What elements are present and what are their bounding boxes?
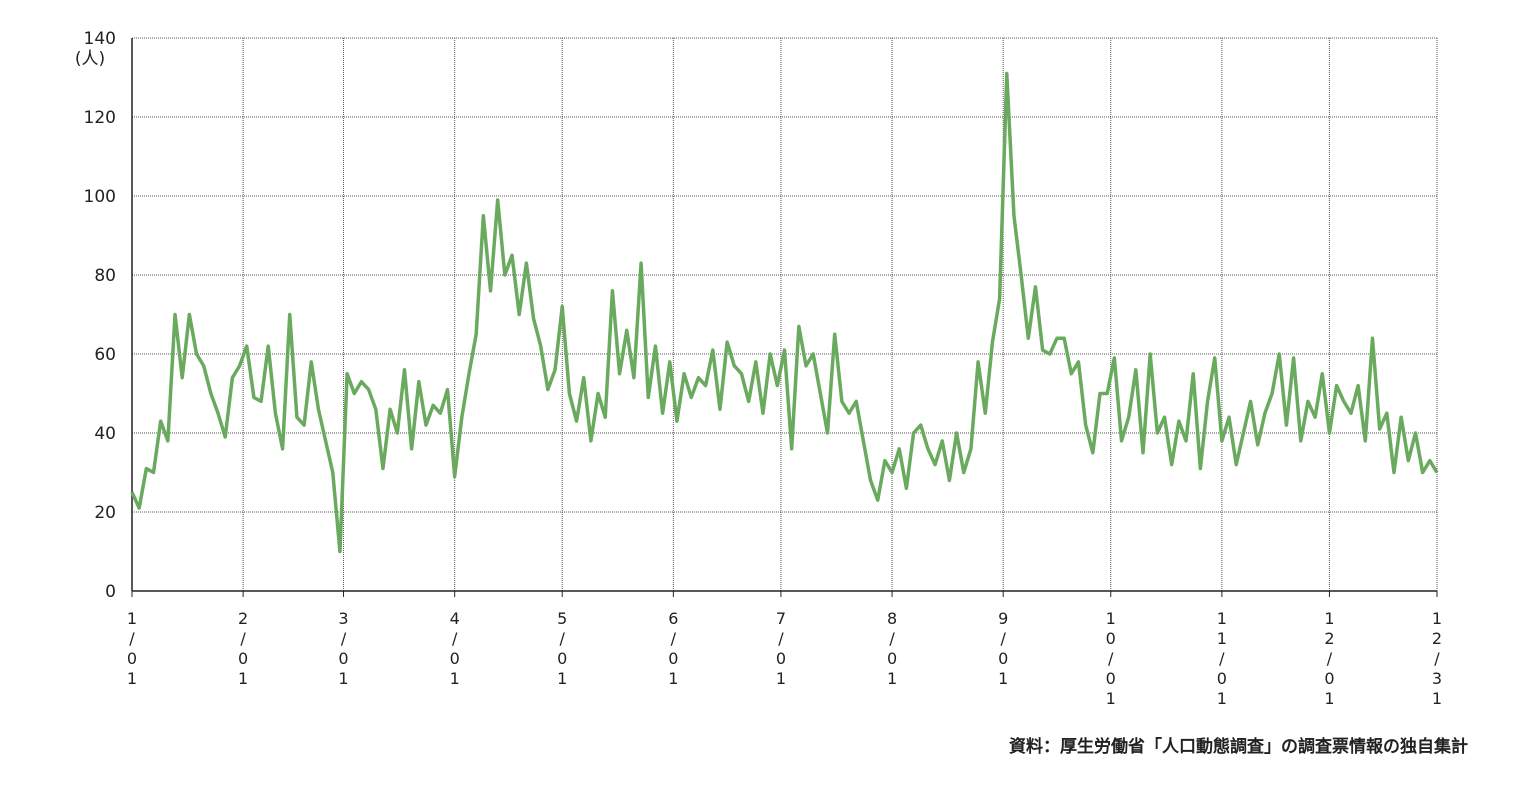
y-tick-label: 40 bbox=[94, 424, 116, 444]
y-tick-label: 60 bbox=[94, 345, 116, 365]
x-tick-label: 7/01 bbox=[771, 609, 790, 689]
x-tick-label: 4/01 bbox=[445, 609, 464, 689]
y-tick-label: 0 bbox=[105, 582, 116, 602]
x-tick-label: 6/01 bbox=[664, 609, 683, 689]
y-tick-label: 120 bbox=[84, 108, 116, 128]
x-tick-label: 9/01 bbox=[994, 609, 1013, 689]
source-note: 資料：厚生労働省「人口動態調査」の調査票情報の独自集計 bbox=[1009, 736, 1468, 757]
y-tick-label: 140 bbox=[84, 29, 116, 49]
data-line bbox=[130, 71, 1439, 554]
y-tick-label: 80 bbox=[94, 266, 116, 286]
y-tick-label: 100 bbox=[84, 187, 116, 207]
y-axis-label: (人) bbox=[75, 49, 105, 69]
x-tick-label: 11/01 bbox=[1212, 609, 1231, 709]
x-tick-label: 10/01 bbox=[1101, 609, 1120, 709]
x-tick-label: 2/01 bbox=[234, 609, 253, 689]
x-tick-label: 1/01 bbox=[123, 609, 142, 689]
x-tick-label: 12/31 bbox=[1428, 609, 1447, 709]
y-tick-label: 20 bbox=[94, 503, 116, 523]
x-tick-label: 5/01 bbox=[553, 609, 572, 689]
x-tick-label: 12/01 bbox=[1320, 609, 1339, 709]
x-tick-label: 3/01 bbox=[334, 609, 353, 689]
x-tick-label: 8/01 bbox=[883, 609, 902, 689]
